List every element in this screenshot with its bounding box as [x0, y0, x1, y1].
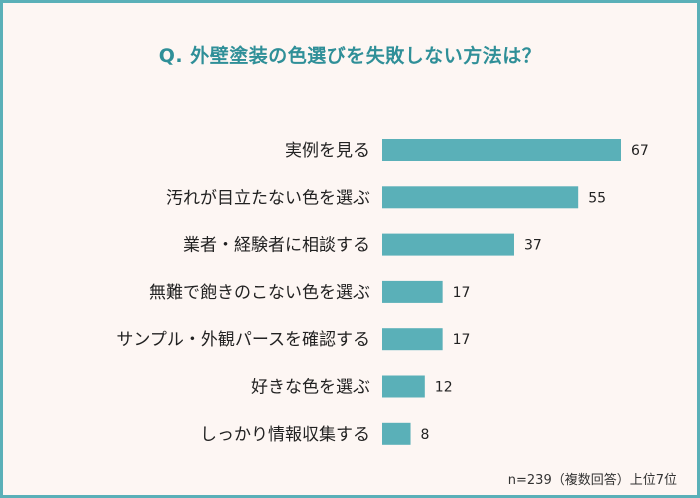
bar-chart: 実例を見る 67 汚れが目立たない色を選ぶ 55 業者・経験者に相談する 37 無難で飽きの… [116, 139, 649, 445]
bar [382, 139, 621, 161]
bar [382, 328, 443, 351]
value-label: 12 [435, 380, 453, 396]
chart-title: Q. 外壁塗装の色選びを失敗しない方法は？ [158, 45, 542, 67]
bar [382, 422, 411, 445]
value-label: 17 [453, 332, 471, 348]
bar [382, 375, 425, 398]
value-label: 37 [524, 238, 542, 254]
category-label: 好きな色を選ぶ [251, 378, 370, 398]
category-label: 実例を見る [285, 141, 370, 161]
category-label: サンプル・外観パースを確認する [116, 330, 370, 350]
bar [382, 233, 514, 256]
value-label: 8 [421, 427, 430, 443]
category-label: 業者・経験者に相談する [183, 236, 370, 256]
bar [382, 186, 579, 209]
category-label: 汚れが目立たない色を選ぶ [166, 188, 370, 208]
sample-note: n=239（複数回答）上位7位 [507, 473, 677, 488]
value-label: 17 [453, 285, 471, 301]
value-label: 67 [631, 143, 649, 159]
category-label: しっかり情報収集する [200, 425, 370, 445]
value-label: 55 [588, 190, 606, 206]
bar [382, 280, 443, 303]
category-label: 無難で飽きのこない色を選ぶ [149, 283, 370, 303]
